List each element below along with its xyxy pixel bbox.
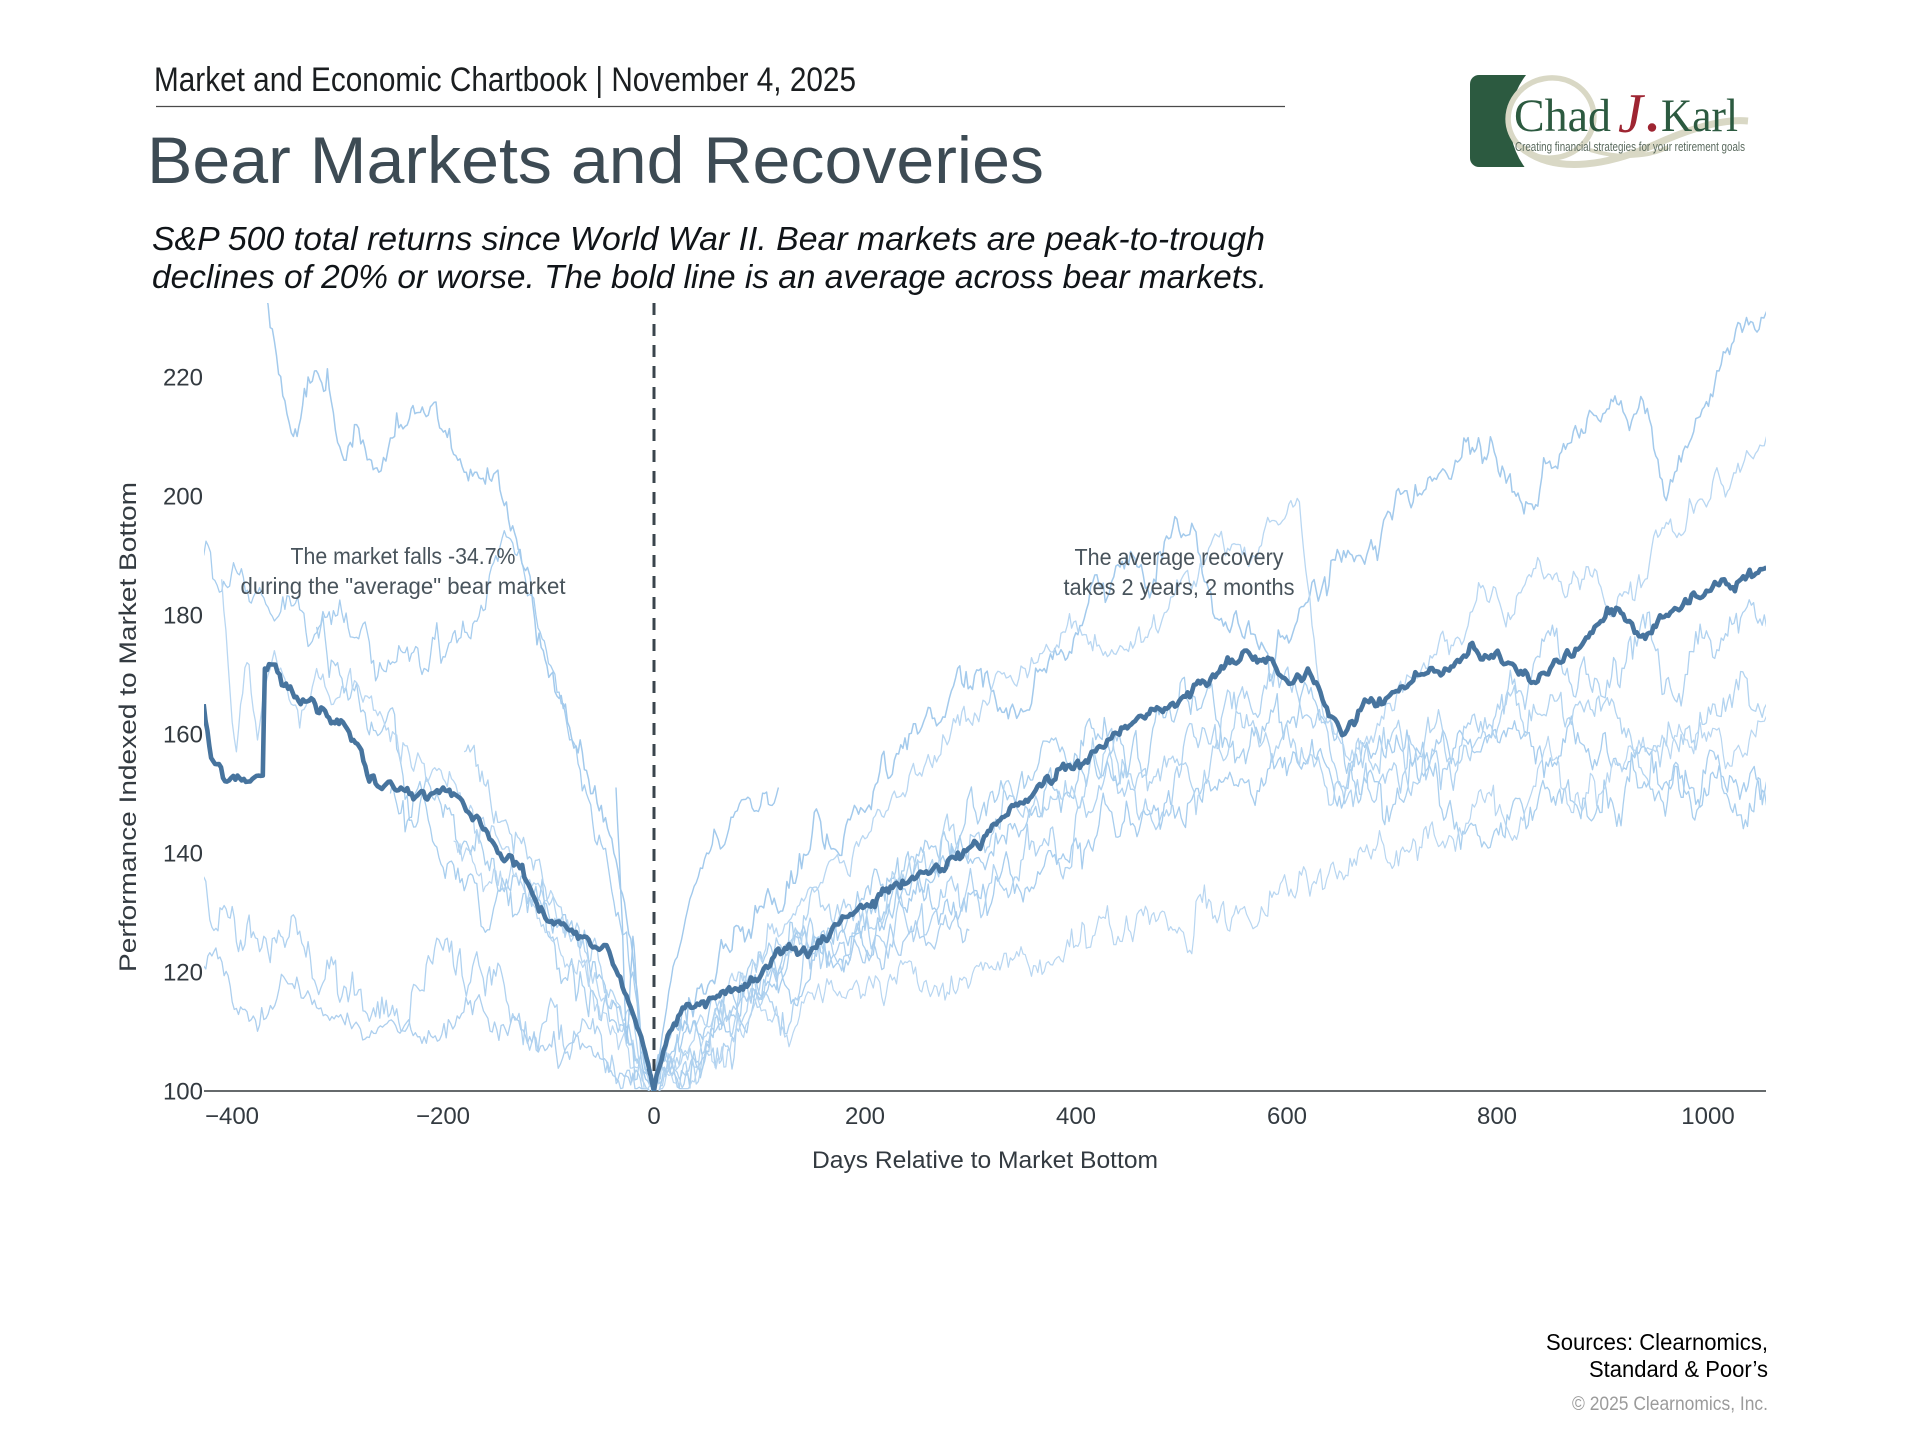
svg-text:−200: −200 <box>416 1103 470 1130</box>
svg-text:100: 100 <box>163 1079 203 1106</box>
svg-text:Market and Economic Chartbook: Market and Economic Chartbook | November… <box>154 61 856 99</box>
svg-text:200: 200 <box>845 1103 885 1130</box>
svg-text:Karl: Karl <box>1661 90 1738 142</box>
svg-text:220: 220 <box>163 365 203 392</box>
svg-text:140: 140 <box>163 841 203 868</box>
svg-text:800: 800 <box>1477 1103 1517 1130</box>
svg-text:Creating financial strategies: Creating financial strategies for your r… <box>1515 139 1745 154</box>
svg-text:The market falls -34.7%: The market falls -34.7% <box>291 543 516 569</box>
svg-text:Days Relative to Market Bottom: Days Relative to Market Bottom <box>812 1147 1158 1174</box>
svg-text:400: 400 <box>1056 1103 1096 1130</box>
svg-text:Chad: Chad <box>1514 90 1611 142</box>
svg-text:600: 600 <box>1267 1103 1307 1130</box>
svg-text:Standard & Poor’s: Standard & Poor’s <box>1589 1356 1768 1382</box>
svg-text:takes 2 years, 2 months: takes 2 years, 2 months <box>1064 574 1295 600</box>
svg-text:© 2025 Clearnomics, Inc.: © 2025 Clearnomics, Inc. <box>1572 1393 1768 1415</box>
svg-text:during the "average" bear mark: during the "average" bear market <box>241 573 567 599</box>
svg-text:120: 120 <box>163 960 203 987</box>
svg-text:160: 160 <box>163 722 203 749</box>
svg-text:180: 180 <box>163 603 203 630</box>
svg-text:1000: 1000 <box>1681 1103 1734 1130</box>
svg-text:S&P 500 total returns since Wo: S&P 500 total returns since World War II… <box>152 220 1265 257</box>
svg-text:Sources: Clearnomics,: Sources: Clearnomics, <box>1546 1329 1768 1355</box>
svg-text:Performance Indexed to Market: Performance Indexed to Market Bottom <box>115 482 142 972</box>
svg-text:−400: −400 <box>205 1103 259 1130</box>
svg-text:declines of 20% or worse. The: declines of 20% or worse. The bold line … <box>152 258 1267 295</box>
svg-text:0: 0 <box>647 1103 660 1130</box>
svg-text:Bear Markets and Recoveries: Bear Markets and Recoveries <box>147 123 1044 197</box>
svg-text:200: 200 <box>163 484 203 511</box>
svg-text:J: J <box>1618 83 1646 145</box>
svg-text:The average recovery: The average recovery <box>1075 544 1284 570</box>
